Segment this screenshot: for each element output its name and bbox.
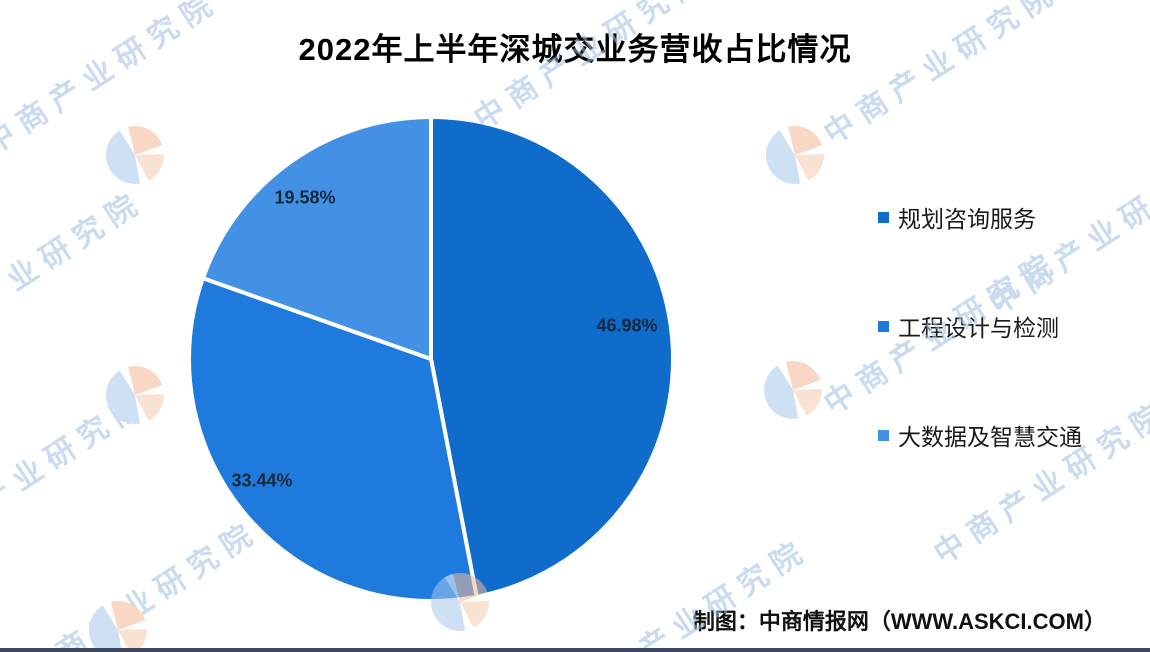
legend-item-planning-consulting: 规划咨询服务 <box>878 200 1036 234</box>
watermark-logo-icon <box>766 126 824 184</box>
pie-data-label-1: 46.98% <box>596 315 658 336</box>
pie-slice-3 <box>200 115 433 361</box>
legend-label: 工程设计与检测 <box>898 315 1059 341</box>
pie-slice-2 <box>187 276 479 603</box>
watermark-text: 中商产业研究院 <box>928 394 1150 572</box>
pie-slice-1 <box>429 115 676 599</box>
pie-data-label-2: 33.44% <box>231 470 293 491</box>
watermark-text: 中商产业研究院 <box>0 384 156 562</box>
pie-data-label-3: 19.58% <box>274 187 336 208</box>
credit-text: 制图：中商情报网（WWW.ASKCI.COM） <box>692 609 1106 634</box>
watermark-logo-icon <box>106 366 164 424</box>
watermark-text: 中商产业研究院 <box>818 0 1066 152</box>
bottom-bar <box>0 648 1150 652</box>
legend-marker-icon <box>878 211 889 223</box>
legend-item-engineering-design: 工程设计与检测 <box>878 309 1059 343</box>
legend-item-bigdata-smart-traffic: 大数据及智慧交通 <box>878 418 1082 452</box>
watermark-text: 中商产业研究院 <box>0 184 151 362</box>
pie-chart <box>187 115 676 603</box>
legend-marker-icon <box>878 429 889 441</box>
legend-marker-icon <box>878 320 889 332</box>
watermark-logo-icon <box>764 361 822 419</box>
watermark-logo-icon <box>106 126 164 184</box>
chart-title: 2022年上半年深城交业务营收占比情况 <box>298 32 852 67</box>
legend-label: 大数据及智慧交通 <box>898 424 1082 450</box>
legend-label: 规划咨询服务 <box>898 206 1036 232</box>
watermark-logo-icon <box>89 601 147 652</box>
